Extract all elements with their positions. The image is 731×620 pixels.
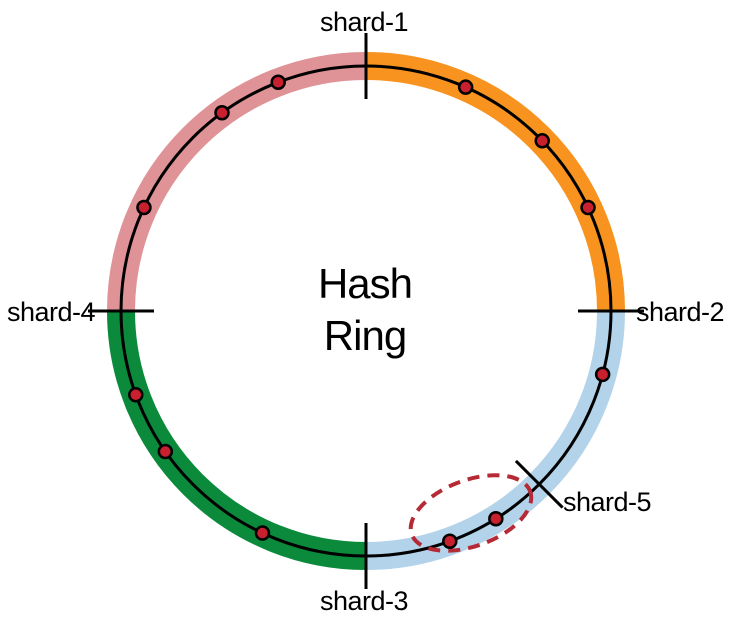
key-point [488,511,504,527]
key-point [534,133,550,149]
shard-4-label: shard-4 [7,297,96,327]
shard-ticks [88,33,644,589]
key-point [442,533,458,549]
tick-shard-5 [514,459,564,509]
shard-3-label: shard-3 [320,586,408,616]
key-point [214,105,230,121]
center-label-line2: Ring [324,312,406,359]
shard-5-label: shard-5 [563,487,651,517]
key-point [136,199,152,216]
center-label-line1: Hash [318,260,412,307]
key-point [594,366,611,383]
key-point [254,525,271,541]
key-point [157,443,174,460]
shard-1-label: shard-1 [320,7,408,37]
key-point [128,387,144,403]
shard-2-label: shard-2 [636,297,724,327]
key-point [270,74,286,91]
key-point [457,79,474,95]
key-points [128,74,611,549]
moved-keys-highlight [408,473,534,553]
key-point [580,199,596,216]
